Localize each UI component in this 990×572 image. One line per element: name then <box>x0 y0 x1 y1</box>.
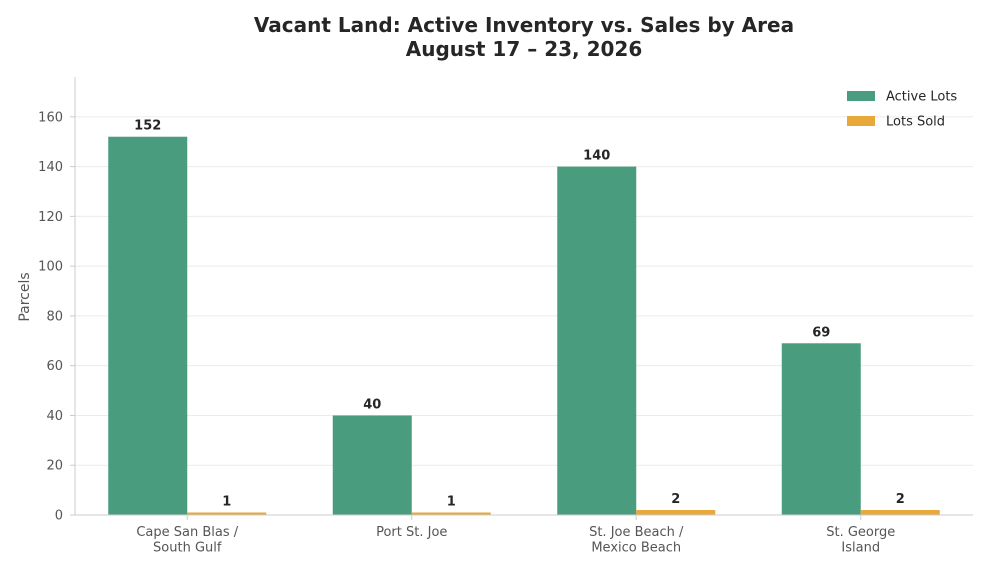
data-label: 152 <box>134 119 161 134</box>
bar-active-lots <box>781 343 861 515</box>
x-tick-label: Port St. Joe <box>376 525 447 540</box>
data-label: 69 <box>812 325 830 340</box>
x-tick-label-line: South Gulf <box>153 541 222 556</box>
data-label: 1 <box>447 495 456 510</box>
chart-subtitle: August 17 – 23, 2026 <box>406 37 643 61</box>
x-tick-label-line: Island <box>841 541 880 556</box>
y-tick-label: 80 <box>46 309 63 324</box>
x-tick-label-line: St. Joe Beach / <box>589 525 684 540</box>
bar-lots-sold <box>187 512 267 515</box>
legend: Active Lots Lots Sold <box>847 90 957 130</box>
data-label: 2 <box>896 492 905 507</box>
data-label: 140 <box>583 149 610 164</box>
y-tick-label: 40 <box>46 409 63 424</box>
y-tick-label: 140 <box>38 160 63 175</box>
bar-active-lots <box>332 415 412 515</box>
y-tick-label: 20 <box>46 459 63 474</box>
x-tick-label-line: St. George <box>826 525 895 540</box>
data-label: 2 <box>671 492 680 507</box>
legend-label: Active Lots <box>886 90 957 105</box>
y-tick-label: 60 <box>46 359 63 374</box>
data-label: 1 <box>222 495 231 510</box>
bars <box>108 136 940 515</box>
legend-swatch <box>847 116 875 126</box>
y-tick-label: 100 <box>38 260 63 275</box>
bar-lots-sold <box>636 510 716 515</box>
y-tick-label: 160 <box>38 110 63 125</box>
data-label: 40 <box>363 397 381 412</box>
bar-lots-sold <box>860 510 940 515</box>
grid-lines <box>75 116 973 466</box>
x-tick-label-line: Mexico Beach <box>591 541 681 556</box>
bar-lots-sold <box>411 512 491 515</box>
x-tick-label: St. Joe Beach / Mexico Beach <box>589 525 684 556</box>
bar-active-lots <box>557 166 637 515</box>
y-tick-label: 120 <box>38 210 63 225</box>
legend-label: Lots Sold <box>886 115 945 130</box>
x-tick-label-line: Cape San Blas / <box>136 525 238 540</box>
x-tick-label: Cape San Blas / South Gulf <box>136 525 238 556</box>
y-axis-label: Parcels <box>17 272 33 321</box>
x-tick-label-line: Port St. Joe <box>376 525 447 540</box>
x-tick-label: St. George Island <box>826 525 895 556</box>
chart-title: Vacant Land: Active Inventory vs. Sales … <box>254 13 794 37</box>
y-tick-label: 0 <box>55 509 63 524</box>
legend-swatch <box>847 91 875 101</box>
bar-active-lots <box>108 136 188 515</box>
